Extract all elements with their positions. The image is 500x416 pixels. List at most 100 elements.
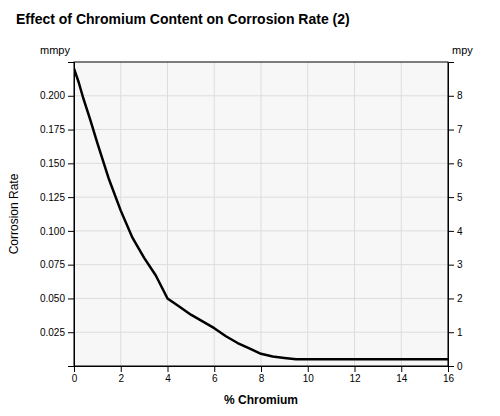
tick-label: 8 xyxy=(259,373,265,384)
x-axis-title: % Chromium xyxy=(224,393,298,407)
axis-domain xyxy=(75,367,449,373)
tick-mark xyxy=(121,366,122,372)
tick-mark xyxy=(68,96,74,97)
tick-label: 0.075 xyxy=(40,259,65,270)
tick-label: 0.100 xyxy=(40,226,65,237)
grid-line-y xyxy=(74,197,448,198)
grid-line-y xyxy=(74,95,448,96)
y-unit-label: mmpy xyxy=(40,44,70,56)
tick-label: 0.200 xyxy=(40,90,65,101)
tick: 6 xyxy=(448,158,463,169)
plot-background xyxy=(74,62,448,366)
plot-frame xyxy=(74,62,448,366)
tick-label: 12 xyxy=(349,373,361,384)
tick: 0.025 xyxy=(40,327,74,338)
tick-mark xyxy=(68,163,74,164)
tick-label: 5 xyxy=(457,192,463,203)
tick: 2 xyxy=(118,366,124,384)
tick-label: 0 xyxy=(457,361,463,372)
tick: 4 xyxy=(165,366,171,384)
tick: 0.050 xyxy=(40,293,74,304)
tick-label: 4 xyxy=(165,373,171,384)
tick-label: 2 xyxy=(118,373,124,384)
tick: 14 xyxy=(396,366,408,384)
tick-label: 14 xyxy=(396,373,408,384)
tick-mark xyxy=(261,366,262,372)
y-axis: 0.025 0.050 0.075 0.100 0.125 0.150 0.175 0.200 xyxy=(40,63,75,367)
tick-mark xyxy=(448,265,454,266)
grid-line-x xyxy=(307,62,308,366)
tick: 12 xyxy=(349,366,361,384)
tick-mark xyxy=(401,366,402,372)
line xyxy=(74,69,448,359)
tick-mark xyxy=(68,265,74,266)
grid-line-x xyxy=(354,62,355,366)
grid-line-x xyxy=(214,62,215,366)
tick-mark xyxy=(448,298,454,299)
chart-container: 02468101214160.0250.0500.0750.1000.1250.… xyxy=(0,0,500,416)
tick: 8 xyxy=(259,366,265,384)
tick: 10 xyxy=(303,366,315,384)
tick: 4 xyxy=(448,226,463,237)
y2-axis: 0 1 2 3 4 5 6 7 8 xyxy=(448,63,463,372)
tick-label: 0.025 xyxy=(40,327,65,338)
chart-title: Effect of Chromium Content on Corrosion … xyxy=(16,11,350,27)
tick-mark xyxy=(214,366,215,372)
tick-mark xyxy=(355,366,356,372)
tick-mark xyxy=(308,366,309,372)
tick: 0 xyxy=(448,361,463,372)
tick-label: 3 xyxy=(457,259,463,270)
tick-mark xyxy=(68,130,74,131)
tick: 5 xyxy=(448,192,463,203)
tick: 0 xyxy=(72,366,78,384)
tick: 1 xyxy=(448,327,463,338)
x-axis: 0 2 4 6 8 10 12 14 16 xyxy=(72,366,455,384)
tick-mark xyxy=(448,231,454,232)
tick-label: 0.175 xyxy=(40,124,65,135)
tick-mark xyxy=(448,366,454,367)
tick-label: 6 xyxy=(457,158,463,169)
grid-line-y xyxy=(74,129,448,130)
tick-mark xyxy=(448,163,454,164)
grid-line-x xyxy=(261,62,262,366)
grid-line-x xyxy=(167,62,168,366)
tick: 3 xyxy=(448,259,463,270)
tick: 7 xyxy=(448,124,463,135)
tick-label: 1 xyxy=(457,327,463,338)
chart-svg: 02468101214160.0250.0500.0750.1000.1250.… xyxy=(0,0,500,416)
tick-label: 7 xyxy=(457,124,463,135)
tick-mark xyxy=(448,197,454,198)
tick-mark xyxy=(448,130,454,131)
grid xyxy=(74,62,448,366)
tick: 0.100 xyxy=(40,226,74,237)
grid-line-y xyxy=(74,298,448,299)
tick: 0.200 xyxy=(40,90,74,101)
grid-line-x xyxy=(401,62,402,366)
tick-label: 8 xyxy=(457,90,463,101)
tick: 6 xyxy=(212,366,218,384)
tick-mark xyxy=(68,332,74,333)
tick-mark xyxy=(448,96,454,97)
tick: 16 xyxy=(443,366,455,384)
y-axis-title: Corrosion Rate xyxy=(7,173,21,254)
tick: 8 xyxy=(448,90,463,101)
tick-label: 0.050 xyxy=(40,293,65,304)
tick: 0.075 xyxy=(40,259,74,270)
axis-domain xyxy=(68,63,75,367)
grid-line-y xyxy=(74,163,448,164)
plot-area: 02468101214160.0250.0500.0750.1000.1250.… xyxy=(40,62,463,384)
tick-label: 10 xyxy=(303,373,315,384)
marks xyxy=(74,69,448,359)
tick-mark xyxy=(68,197,74,198)
grid-line-y xyxy=(74,332,448,333)
tick: 2 xyxy=(448,293,463,304)
tick-label: 0.125 xyxy=(40,192,65,203)
tick-label: 0 xyxy=(72,373,78,384)
tick-label: 6 xyxy=(212,373,218,384)
grid-line-y xyxy=(74,264,448,265)
tick-mark xyxy=(448,332,454,333)
tick-label: 0.150 xyxy=(40,158,65,169)
tick: 0.125 xyxy=(40,192,74,203)
tick: 0.150 xyxy=(40,158,74,169)
tick-label: 16 xyxy=(443,373,455,384)
